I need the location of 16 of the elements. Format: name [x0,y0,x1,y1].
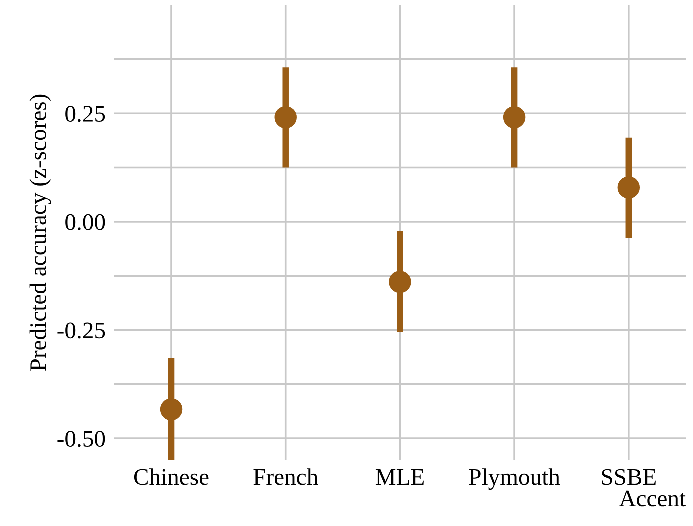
point [503,106,526,129]
x-tick-label: French [254,468,318,486]
x-tick-label: SSBE [602,469,656,486]
x-tick-label: MLE [376,470,424,485]
y-tick-label: 0.25 [66,106,106,122]
point [160,398,183,421]
y-tick-label: -0.50 [58,431,106,448]
y-tick-label: 0.00 [66,214,106,230]
point [274,106,297,129]
point [618,176,640,199]
y-tick-label: -0.25 [58,322,106,339]
x-axis-title: Accent [619,490,686,507]
x-tick-label: Chinese [134,468,209,486]
y-axis-title: Predicted accuracy (z-scores) [30,94,52,372]
point [389,271,412,294]
x-tick-label: Plymouth [469,468,560,490]
